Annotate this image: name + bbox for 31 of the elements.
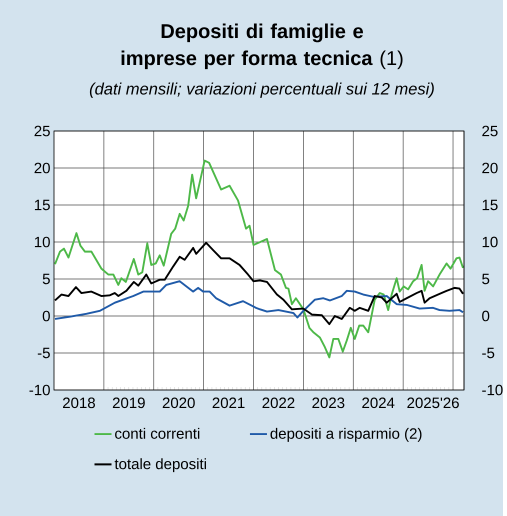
legend-label: depositi a risparmio (2) [270,428,422,442]
y-tick-label: 10 [35,236,50,248]
x-tick-label: 2022 [262,398,295,408]
line-series [54,280,464,320]
y-tick-label: 25 [34,126,50,136]
y2-tick-label: 15 [482,200,498,210]
y2-tick-label: 0 [482,310,490,322]
chart-title: Depositi di famiglie e imprese per forma tecnica (1) [122,24,403,70]
x-tick-label: 2018 [63,398,96,408]
y-tick-label: 20 [34,162,50,174]
y2-tick-label: 20 [482,162,498,174]
x-tick-label: 2024 [362,398,395,408]
y-tick-label: 0 [42,310,50,322]
chart-subtitle: (dati mensili; variazioni percentuali sui 12 mesi) [90,82,434,98]
y2-tick-label: 10 [482,236,498,248]
legend-label: conti correnti [115,428,200,439]
y2-tick-label: 5 [482,274,490,284]
y-tick-label: 5 [42,274,50,284]
y2-tick-label: -10 [482,384,503,396]
x-tick-label: 2025'26 [408,398,460,408]
legend-label: totale depositi [114,458,206,472]
y-tick-label: -10 [30,384,50,396]
y2-tick-label: 25 [482,126,498,136]
x-tick-label: 2021 [212,398,245,408]
x-tick-label: 2019 [113,398,146,408]
y2-tick-label: -5 [482,348,494,358]
line-series [54,160,464,358]
y-tick-label: 15 [35,200,50,210]
y-tick-label: -5 [38,348,50,358]
x-tick-label: 2020 [162,398,196,408]
x-tick-label: 2023 [312,398,345,408]
